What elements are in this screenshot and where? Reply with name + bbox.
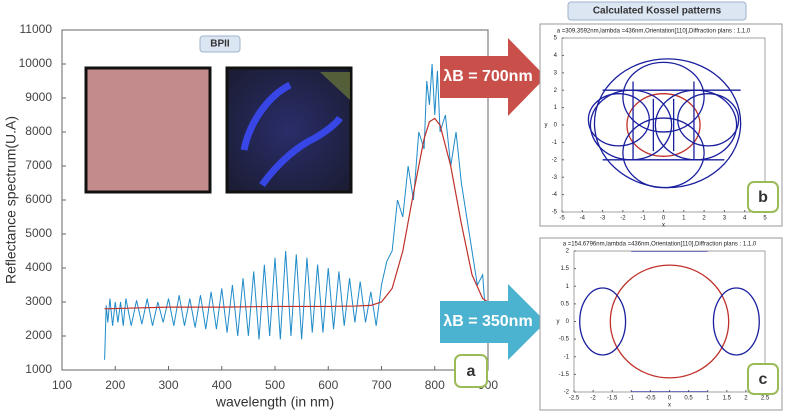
x-tick-label: -1.5: [607, 396, 618, 402]
y-tick-label: 11000: [20, 22, 53, 36]
inset-corner: [320, 72, 350, 100]
x-tick-label: 2: [744, 396, 748, 402]
panel-header: Calculated Kossel patterns: [593, 6, 722, 17]
tag-box: [747, 363, 779, 395]
y-tick-label: 10000: [19, 56, 53, 70]
pattern-title: a =154.6796nm,lambda =436nm,Orientation[…: [563, 242, 757, 248]
tag: a: [467, 363, 476, 380]
inset-label-box: [199, 35, 241, 53]
pattern-x-label: x: [668, 403, 671, 409]
y-tick-label: -2: [552, 157, 558, 163]
x-tick-label: 400: [212, 378, 232, 392]
x-tick-label: 2: [702, 216, 706, 222]
y-tick-label: 2000: [25, 328, 52, 342]
x-tick-label: 1: [682, 216, 686, 222]
pattern-title: a =309.3592nm,lambda =436nm,Orientation[…: [557, 29, 751, 35]
x-tick-label: 1.5: [723, 396, 732, 402]
x-tick-label: 500: [265, 378, 285, 392]
kossel-pattern: [588, 59, 740, 188]
x-tick-label: -1: [641, 216, 647, 222]
arrow-label: λB = 350nm: [443, 313, 532, 330]
y-tick-label: -2: [564, 390, 570, 396]
y-tick-label: -4: [552, 192, 558, 198]
kossel-pattern: [580, 251, 760, 392]
y-tick-label: 4000: [25, 260, 52, 274]
pattern-x-label: x: [662, 223, 665, 229]
x-tick-label: 100: [52, 378, 72, 392]
panel-header-box: [567, 1, 747, 21]
x-tick-label: 700: [371, 378, 391, 392]
y-tick-label: -1: [552, 140, 558, 146]
arrow: [440, 38, 546, 116]
panel: [539, 237, 783, 411]
pattern-y-label: y: [557, 319, 560, 325]
tag: c: [759, 371, 768, 388]
x-tick-label: 5: [763, 216, 767, 222]
y-tick-label: 3000: [25, 294, 52, 308]
x-tick-label: 3: [723, 216, 727, 222]
inset-streak: [240, 81, 343, 188]
x-tick-label: 200: [105, 378, 125, 392]
x-tick-label: 0: [668, 396, 672, 402]
inset-label: BPII: [210, 39, 230, 50]
x-tick-label: -2: [590, 396, 596, 402]
y-tick-label: 3: [554, 70, 558, 76]
pattern-y-label: y: [545, 123, 548, 129]
y-tick-label: 4: [554, 53, 558, 59]
x-tick-label: 0.5: [684, 396, 693, 402]
tag: b: [758, 189, 768, 206]
x-tick-label: 2.5: [761, 396, 770, 402]
x-tick-label: -4: [580, 216, 586, 222]
x-tick-label: -2.5: [569, 396, 580, 402]
x-tick-label: 600: [318, 378, 338, 392]
x-tick-label: 300: [158, 378, 178, 392]
y-tick-label: -1.5: [559, 372, 570, 378]
y-tick-label: 8000: [25, 124, 52, 138]
tag-box: [747, 181, 779, 213]
x-tick-label: -5: [559, 216, 565, 222]
y-tick-label: 9000: [25, 90, 52, 104]
y-axis-label: Reflectance spectrum(U.A): [3, 116, 19, 284]
x-axis-label: wavelength (in nm): [215, 394, 334, 410]
y-tick-label: 7000: [25, 158, 52, 172]
pattern-axes: -2.5 -2 -1.5 -1 -0.5 0 0.5 1 1.5 2 2.5-2-1.5-1-0.5…: [557, 242, 770, 409]
x-tick-label: -3: [600, 216, 606, 222]
x-tick-label: 800: [425, 378, 445, 392]
y-tick-label: 5000: [25, 226, 52, 240]
inset-image: [84, 66, 212, 194]
x-tick-label: 1: [706, 396, 710, 402]
y-tick-label: -3: [552, 175, 558, 181]
y-tick-label: -1: [564, 354, 570, 360]
y-tick-label: 0: [554, 123, 558, 129]
x-tick-label: 4: [743, 216, 747, 222]
pattern-frame: [561, 37, 766, 213]
y-tick-label: 1.5: [561, 266, 570, 272]
y-tick-label: 1000: [25, 362, 52, 376]
x-tick-label: 0: [662, 216, 666, 222]
y-tick-label: 2: [566, 249, 570, 255]
y-tick-label: 5: [554, 36, 558, 42]
x-tick-label: -1: [629, 396, 635, 402]
main-plot: 100 200 300 400 500 600 700 800 9001000200030004…: [19, 22, 499, 392]
y-tick-label: -0.5: [559, 337, 570, 343]
y-tick-label: 1: [566, 284, 570, 290]
y-tick-label: 0.5: [561, 301, 570, 307]
series-line: [104, 117, 489, 310]
panel: [539, 23, 783, 227]
arrow-label: λB = 700nm: [443, 68, 532, 85]
y-tick-label: 1: [554, 105, 558, 111]
y-tick-label: 0: [566, 319, 570, 325]
tag-box: [454, 354, 488, 388]
y-tick-label: 2: [554, 88, 558, 94]
x-tick-label: -0.5: [645, 396, 656, 402]
y-tick-label: 6000: [25, 192, 52, 206]
x-tick-label: -2: [620, 216, 626, 222]
arrow: [440, 284, 546, 360]
y-tick-label: -5: [552, 210, 558, 216]
